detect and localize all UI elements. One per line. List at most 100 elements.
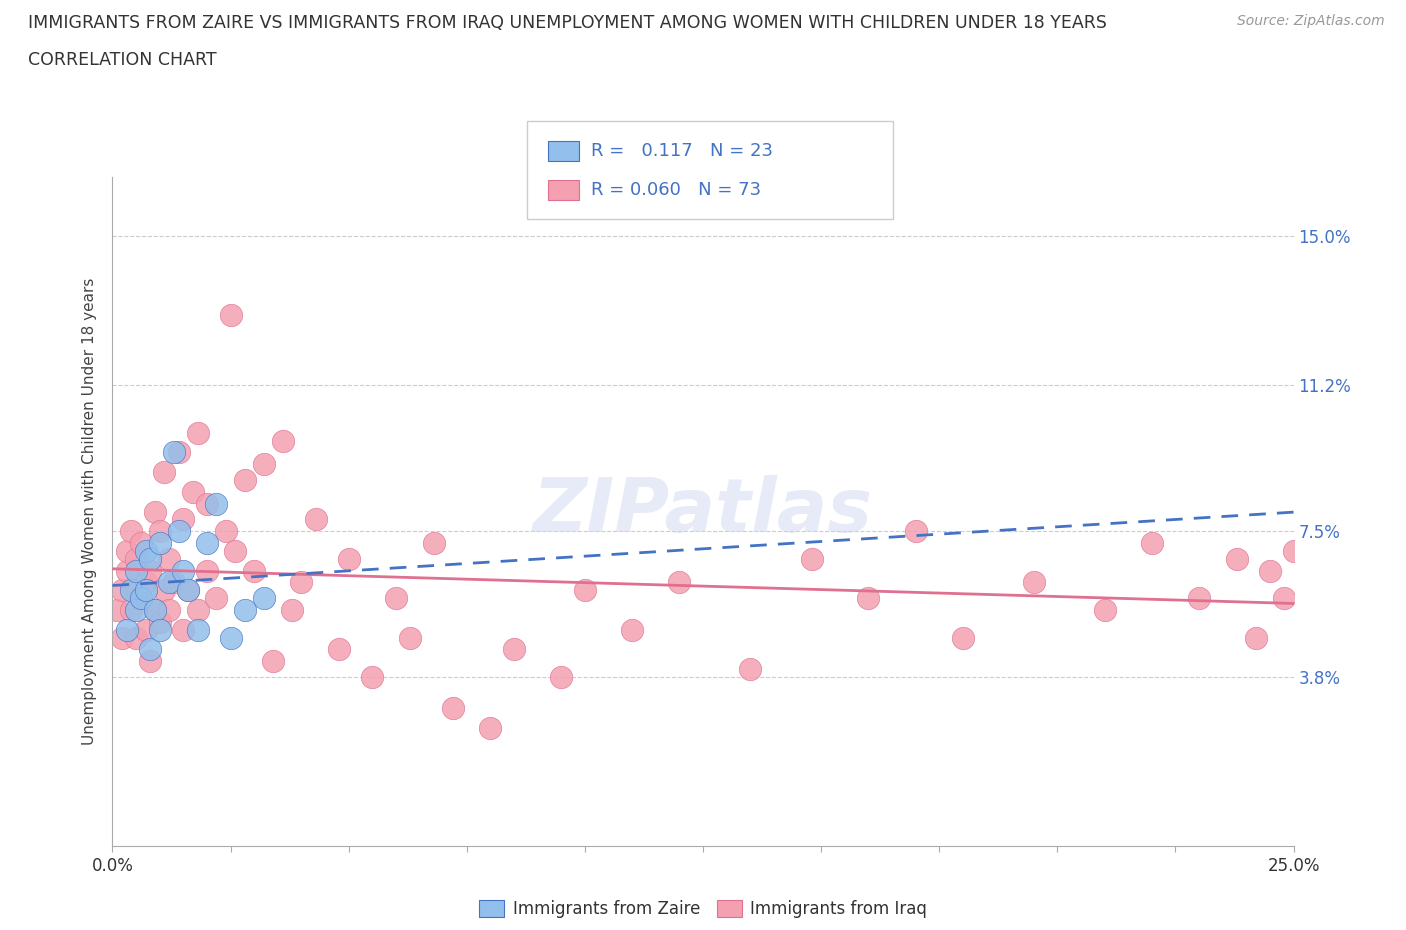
Point: [120, 603, 142, 618]
Point: [233, 603, 256, 618]
Point: [205, 591, 228, 605]
Point: [503, 642, 526, 657]
Point: [740, 661, 762, 676]
Point: [668, 575, 690, 590]
Point: [1022, 575, 1045, 590]
Point: [337, 551, 360, 566]
Point: [149, 622, 172, 637]
Point: [1140, 536, 1163, 551]
Point: [172, 622, 194, 637]
Point: [219, 307, 242, 322]
Point: [281, 603, 304, 618]
Point: [139, 564, 162, 578]
Point: [105, 603, 128, 618]
Point: [904, 524, 927, 538]
Point: [111, 631, 134, 645]
Point: [143, 603, 166, 618]
Point: [195, 564, 218, 578]
Point: [135, 622, 157, 637]
Point: [858, 591, 880, 605]
Point: [215, 524, 238, 538]
Point: [304, 512, 326, 526]
Point: [149, 615, 172, 630]
Point: [385, 591, 408, 605]
Point: [167, 445, 190, 459]
Point: [111, 583, 134, 598]
Point: [205, 497, 228, 512]
Point: [125, 564, 148, 578]
Point: [125, 551, 148, 566]
Point: [952, 631, 974, 645]
Point: [361, 670, 384, 684]
Point: [219, 631, 242, 645]
Point: [120, 583, 142, 598]
Point: [125, 631, 148, 645]
Point: [135, 583, 157, 598]
Point: [129, 591, 152, 605]
Point: [177, 583, 200, 598]
Point: [186, 622, 208, 637]
Legend: Immigrants from Zaire, Immigrants from Iraq: Immigrants from Zaire, Immigrants from I…: [472, 894, 934, 925]
Point: [163, 575, 186, 590]
Point: [1226, 551, 1249, 566]
Point: [181, 485, 204, 499]
Point: [177, 583, 200, 598]
Point: [1188, 591, 1211, 605]
Text: ZIPatlas: ZIPatlas: [533, 475, 873, 548]
Point: [172, 512, 194, 526]
Point: [253, 457, 276, 472]
Point: [1272, 591, 1295, 605]
Point: [262, 654, 284, 669]
Point: [253, 591, 276, 605]
Point: [186, 603, 208, 618]
Text: IMMIGRANTS FROM ZAIRE VS IMMIGRANTS FROM IRAQ UNEMPLOYMENT AMONG WOMEN WITH CHIL: IMMIGRANTS FROM ZAIRE VS IMMIGRANTS FROM…: [28, 14, 1107, 32]
Point: [120, 524, 142, 538]
Text: R =   0.117   N = 23: R = 0.117 N = 23: [591, 142, 772, 160]
Point: [1258, 564, 1281, 578]
Point: [399, 631, 422, 645]
Point: [479, 721, 502, 736]
Point: [135, 543, 157, 558]
Point: [153, 583, 176, 598]
Point: [139, 654, 162, 669]
Point: [149, 536, 172, 551]
Point: [224, 543, 246, 558]
Point: [157, 551, 180, 566]
Text: Source: ZipAtlas.com: Source: ZipAtlas.com: [1237, 14, 1385, 28]
Point: [422, 536, 444, 551]
Point: [149, 524, 172, 538]
Point: [233, 472, 256, 487]
Point: [163, 445, 186, 459]
Point: [125, 583, 148, 598]
Point: [1094, 603, 1116, 618]
Point: [271, 433, 294, 448]
Point: [1244, 631, 1267, 645]
Point: [143, 504, 166, 519]
Point: [139, 551, 162, 566]
Point: [129, 536, 152, 551]
Point: [167, 524, 190, 538]
Point: [574, 583, 596, 598]
Text: R = 0.060   N = 73: R = 0.060 N = 73: [591, 181, 761, 199]
Point: [115, 622, 138, 637]
Point: [290, 575, 312, 590]
Point: [441, 701, 464, 716]
Point: [135, 575, 157, 590]
Point: [328, 642, 350, 657]
Point: [1282, 543, 1305, 558]
Point: [125, 603, 148, 618]
Point: [153, 465, 176, 480]
Point: [172, 564, 194, 578]
Point: [195, 536, 218, 551]
Point: [550, 670, 572, 684]
Point: [157, 603, 180, 618]
Text: CORRELATION CHART: CORRELATION CHART: [28, 51, 217, 69]
Point: [800, 551, 823, 566]
Point: [157, 575, 180, 590]
Point: [129, 591, 152, 605]
Point: [243, 564, 266, 578]
Y-axis label: Unemployment Among Women with Children Under 18 years: Unemployment Among Women with Children U…: [82, 278, 97, 745]
Point: [115, 564, 138, 578]
Point: [621, 622, 644, 637]
Point: [115, 543, 138, 558]
